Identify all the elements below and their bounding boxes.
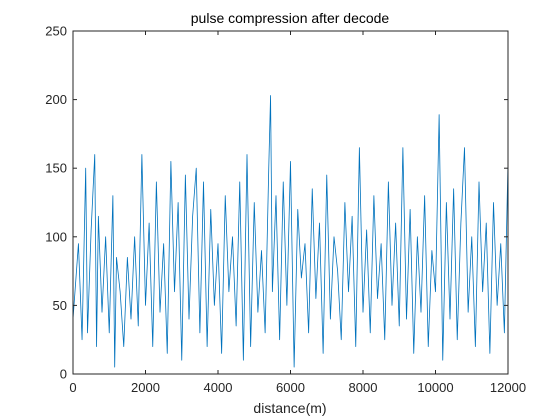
- y-tick-label: 150: [45, 161, 67, 176]
- chart-title: pulse compression after decode: [191, 10, 390, 26]
- y-tick-label: 100: [45, 229, 67, 244]
- x-tick-label: 0: [69, 380, 76, 395]
- x-tick-label: 4000: [204, 380, 233, 395]
- x-tick-label: 2000: [131, 380, 160, 395]
- x-axis-title: distance(m): [253, 400, 326, 416]
- x-tick-label: 8000: [349, 380, 378, 395]
- y-axis: 0 50 100 150 200 250: [45, 24, 508, 382]
- x-tick-label: 12000: [490, 380, 526, 395]
- x-tick-label: 6000: [276, 380, 305, 395]
- x-axis: 0 2000 4000 6000 8000 10000 12000: [69, 31, 526, 395]
- y-tick-label: 50: [53, 298, 67, 313]
- series-layer: [72, 95, 509, 368]
- x-tick-label: 10000: [417, 380, 453, 395]
- y-tick-label: 200: [45, 92, 67, 107]
- series-line-0: [72, 95, 509, 368]
- plot-area: [73, 31, 508, 374]
- y-tick-label: 250: [45, 24, 67, 39]
- y-tick-label: 0: [60, 367, 67, 382]
